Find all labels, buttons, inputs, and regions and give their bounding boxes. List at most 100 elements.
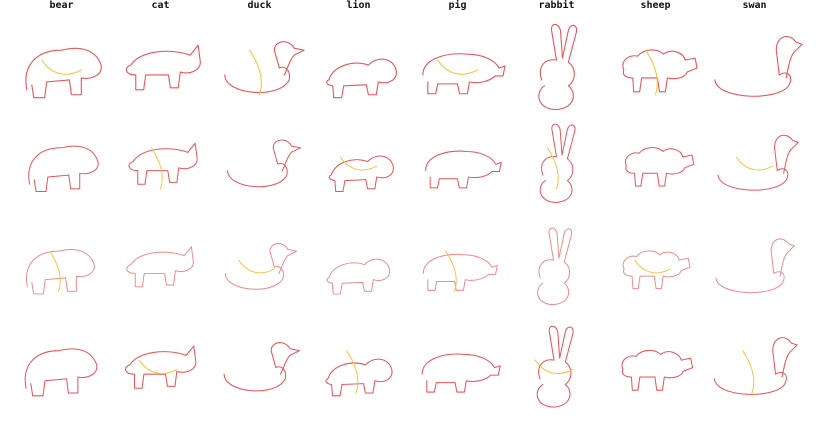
sketch-drawing [25, 47, 102, 99]
sketch-stroke [224, 41, 305, 93]
sketch-drawing [224, 41, 305, 96]
sketch-duck-4 [210, 318, 309, 418]
sketch-stroke [126, 246, 194, 288]
sketch-drawing [622, 49, 698, 96]
sketch-drawing [537, 227, 573, 306]
column-header-pig: pig [448, 0, 467, 11]
sketch-drawing [325, 350, 393, 397]
sketch-bear-1 [12, 20, 111, 120]
sketch-pig-4 [408, 318, 507, 418]
column-header-cat: cat [151, 0, 170, 11]
sketch-stroke [223, 342, 300, 392]
sketch-accent-stroke [445, 250, 457, 292]
sketch-accent-stroke [634, 259, 671, 274]
sketch-accent-stroke [339, 156, 378, 171]
sketch-drawing [713, 337, 798, 395]
sketch-stroke [125, 345, 197, 389]
sketch-drawing [126, 246, 194, 288]
sketch-stroke [224, 243, 298, 290]
sketch-stroke [128, 142, 198, 185]
sketch-stroke [717, 134, 799, 191]
sketch-drawing [539, 123, 576, 203]
sketch-stroke [325, 358, 393, 397]
sketch-drawing [125, 345, 197, 389]
sketch-accent-stroke [41, 59, 82, 75]
sketch-drawing [717, 134, 799, 191]
sketch-rabbit-3 [507, 218, 606, 318]
sketch-accent-stroke [735, 156, 774, 171]
sketch-sheep-4 [606, 318, 705, 418]
sketch-swan-4 [705, 318, 804, 418]
column-header-rabbit: rabbit [538, 0, 575, 11]
sketch-drawing [223, 342, 300, 392]
sketch-drawing [125, 44, 201, 91]
sketch-stroke [326, 58, 397, 99]
sketch-cat-4 [111, 318, 210, 418]
sketch-swan-2 [705, 118, 804, 218]
column-header-swan: swan [742, 0, 767, 11]
sketch-stroke [421, 353, 501, 393]
sketch-duck-3 [210, 218, 309, 318]
sketch-bear-3 [12, 218, 111, 318]
sketch-stroke [328, 155, 394, 193]
sketch-accent-stroke [49, 250, 61, 292]
sketch-stroke [622, 250, 691, 290]
sketch-stroke [24, 348, 98, 397]
sketch-accent-stroke [742, 350, 755, 394]
sketch-rabbit-4 [507, 318, 606, 418]
sketch-drawing [715, 238, 795, 293]
sketch-drawing [26, 249, 95, 295]
sketch-drawing [622, 250, 691, 290]
sketch-bear-2 [12, 118, 111, 218]
sketch-sheep-3 [606, 218, 705, 318]
sketch-drawing [538, 23, 578, 111]
sketch-swan-3 [705, 218, 804, 318]
sketch-cat-3 [111, 218, 210, 318]
sketch-stroke [425, 150, 502, 189]
sketch-drawing [621, 349, 694, 391]
sketch-stroke [26, 249, 95, 295]
sketch-stroke [422, 53, 506, 95]
sketch-stroke [422, 253, 498, 291]
sketch-accent-stroke [437, 59, 478, 75]
sketch-drawing [534, 325, 574, 408]
sketch-stroke [625, 147, 695, 187]
sketch-duck-1 [210, 20, 309, 120]
sketch-accent-stroke [150, 147, 163, 190]
sketch-drawing [227, 139, 301, 188]
sketch-accent-stroke [249, 49, 262, 96]
sketch-drawing [421, 353, 501, 393]
sketch-drawing [328, 155, 394, 193]
sketch-accent-stroke [346, 350, 359, 394]
sketch-stroke [715, 238, 795, 293]
column-header-bear: bear [49, 0, 74, 11]
column-header-lion: lion [346, 0, 371, 11]
sketch-swan-1 [705, 20, 804, 120]
sketch-drawing [714, 35, 803, 97]
sketch-drawing [422, 250, 498, 292]
sketch-accent-stroke [138, 359, 178, 375]
sketch-sheep-1 [606, 20, 705, 120]
sketch-accent-stroke [534, 359, 574, 375]
sketch-cat-1 [111, 20, 210, 120]
sketch-stroke [326, 258, 391, 295]
sketch-stroke [28, 145, 99, 193]
sketch-drawing [326, 258, 391, 295]
sketch-pig-3 [408, 218, 507, 318]
sketch-pig-1 [408, 20, 507, 120]
sketch-drawing [224, 243, 298, 290]
sketch-pig-2 [408, 118, 507, 218]
sketch-drawing [422, 53, 506, 95]
sketch-drawing [24, 348, 98, 397]
column-header-sheep: sheep [640, 0, 671, 11]
sketch-stroke [713, 337, 798, 395]
sketch-drawing [425, 150, 502, 189]
sketch-rabbit-1 [507, 20, 606, 120]
sketch-accent-stroke [238, 259, 275, 274]
sketch-bear-4 [12, 318, 111, 418]
sketch-lion-4 [309, 318, 408, 418]
sketch-accent-stroke [546, 147, 559, 190]
sketch-stroke [536, 325, 574, 408]
sketch-drawing [28, 145, 99, 193]
